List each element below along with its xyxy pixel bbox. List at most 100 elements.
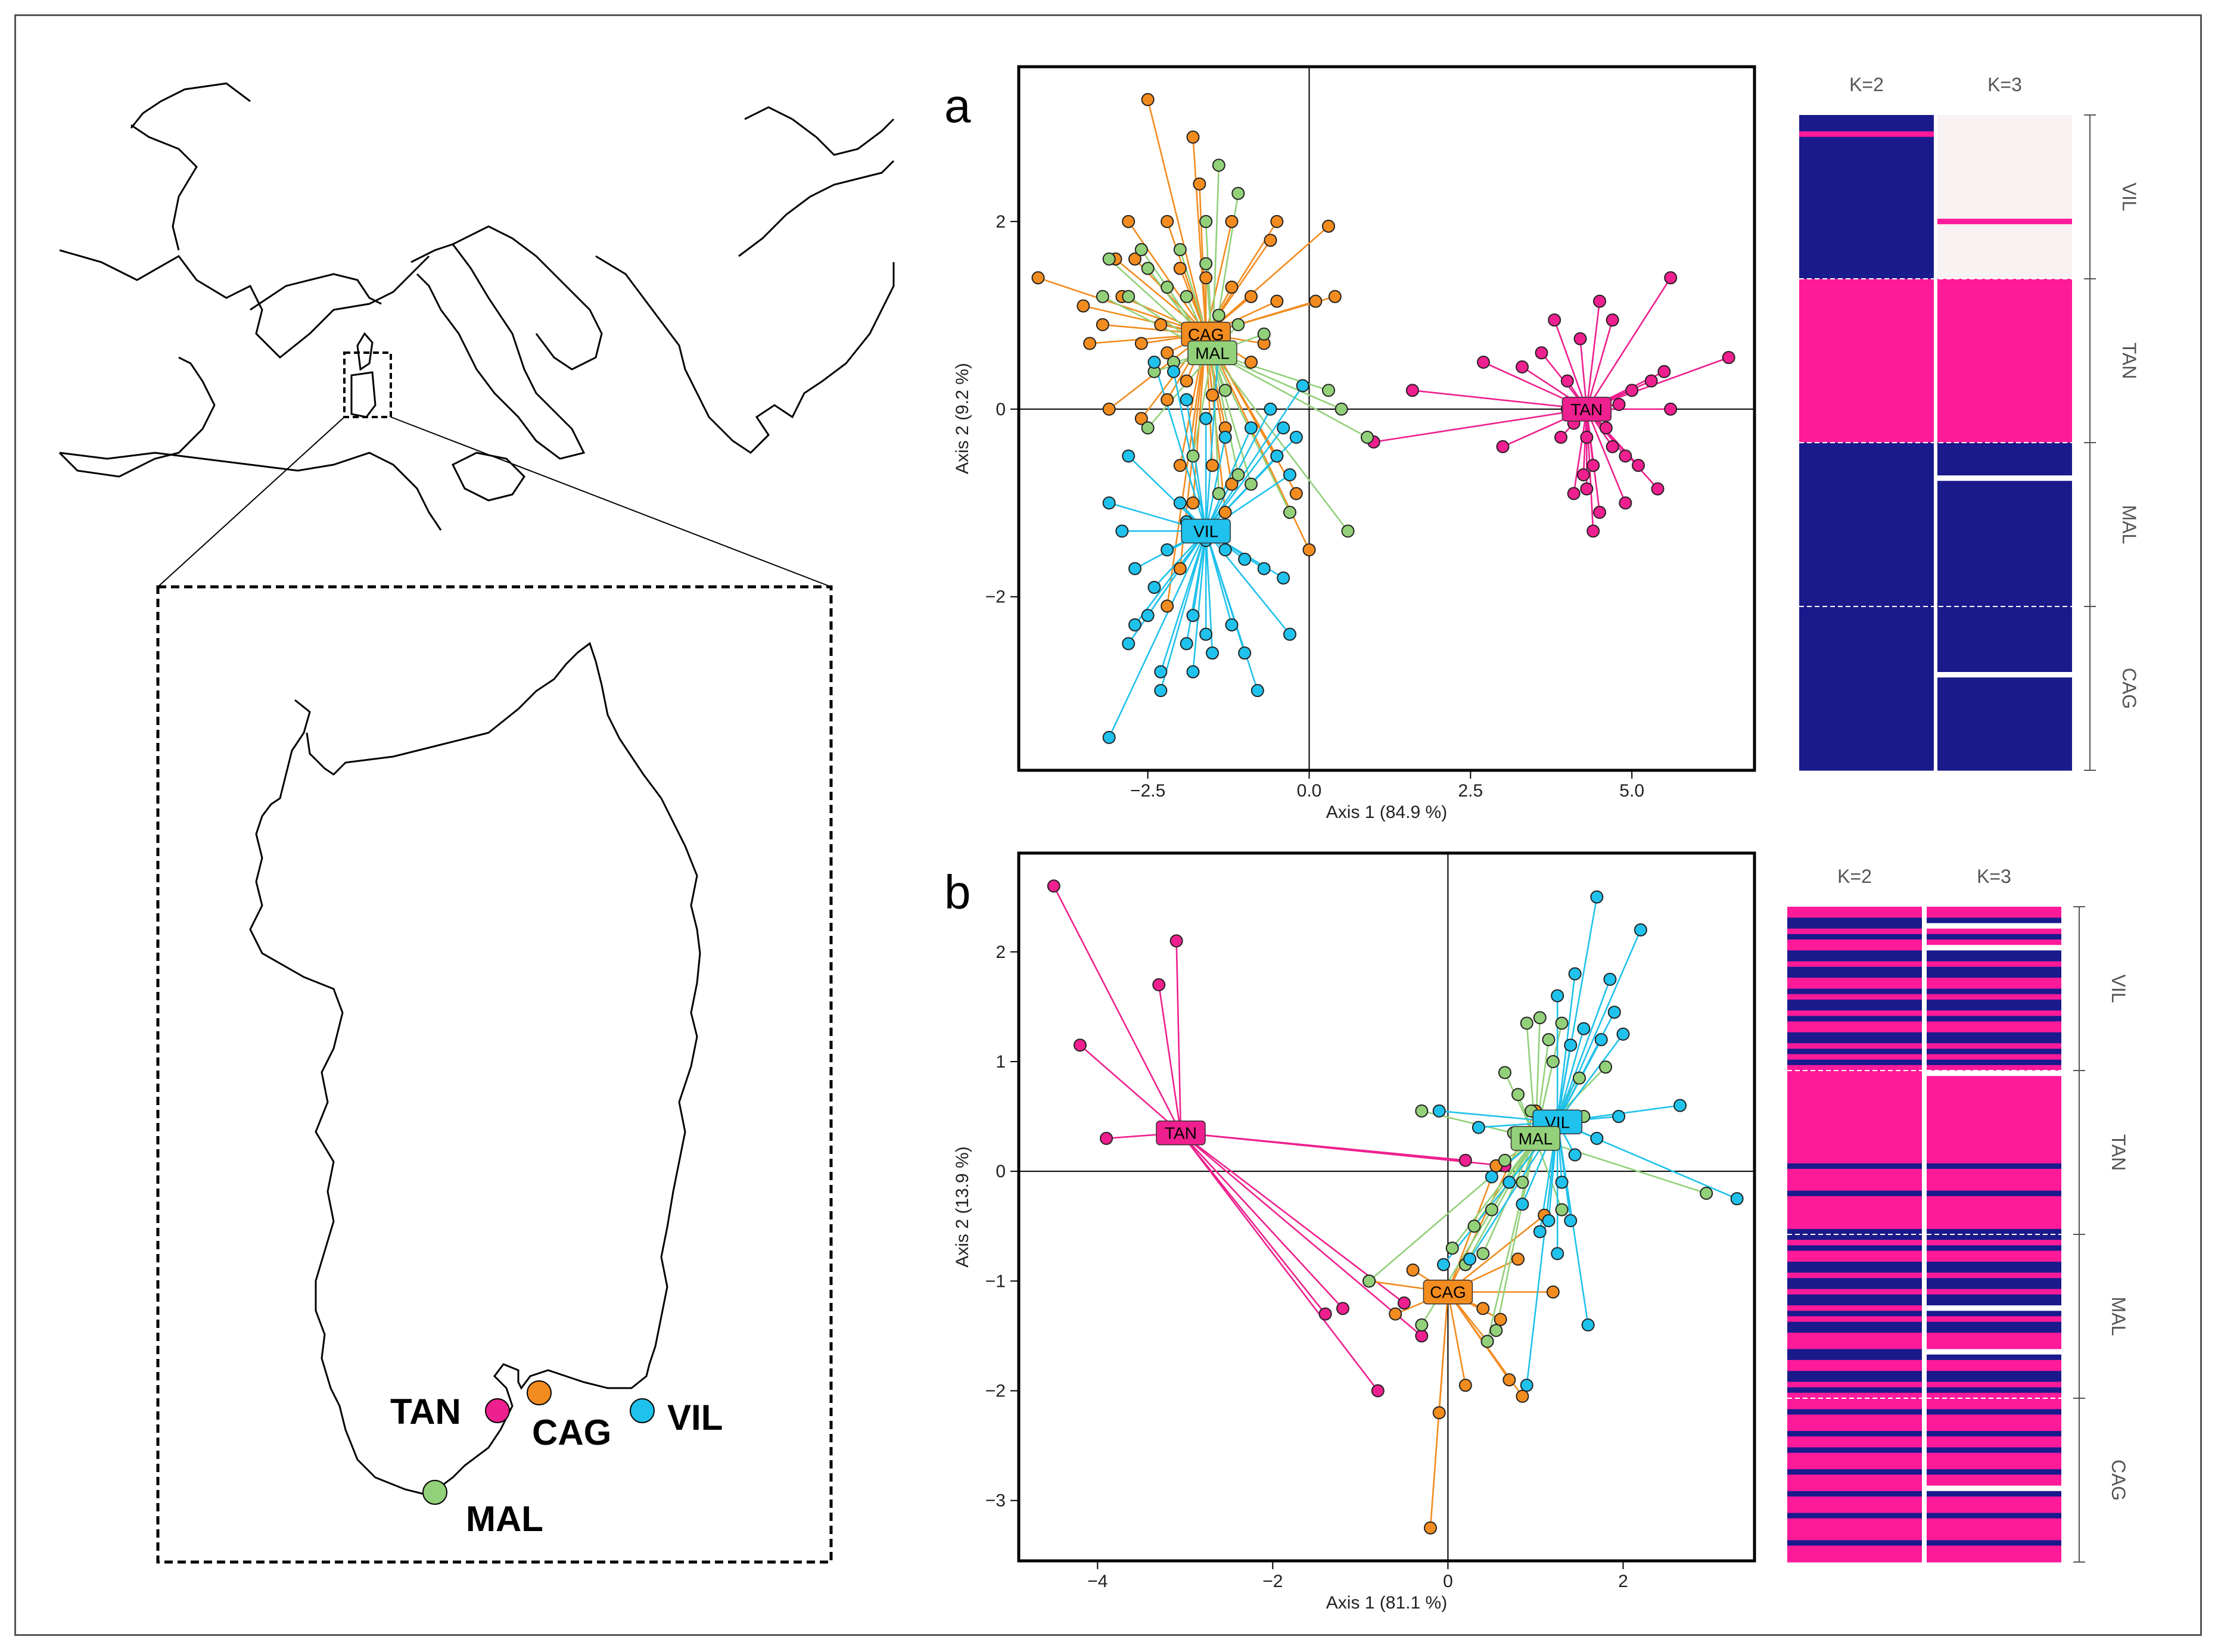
point-vil[interactable] xyxy=(1673,1099,1687,1112)
point-tan[interactable] xyxy=(1599,421,1613,435)
point-mal[interactable] xyxy=(1489,1324,1503,1337)
point-cag[interactable] xyxy=(1154,318,1168,332)
point-mal[interactable] xyxy=(1480,1334,1494,1348)
point-mal[interactable] xyxy=(1186,449,1200,463)
point-cag[interactable] xyxy=(1161,214,1174,228)
point-mal[interactable] xyxy=(1555,1016,1569,1030)
point-vil[interactable] xyxy=(1730,1192,1744,1206)
point-mal[interactable] xyxy=(1173,243,1187,257)
point-cag[interactable] xyxy=(1031,271,1045,285)
point-mal[interactable] xyxy=(1542,1033,1556,1047)
point-vil[interactable] xyxy=(1225,618,1239,631)
point-mal[interactable] xyxy=(1199,214,1213,228)
point-mal[interactable] xyxy=(1218,384,1232,397)
point-cag[interactable] xyxy=(1161,599,1174,613)
point-tan[interactable] xyxy=(1073,1038,1087,1052)
point-vil[interactable] xyxy=(1594,1033,1608,1047)
point-vil[interactable] xyxy=(1167,365,1180,378)
point-tan[interactable] xyxy=(1554,430,1567,444)
point-mal[interactable] xyxy=(1122,290,1136,303)
point-vil[interactable] xyxy=(1173,496,1187,510)
point-cag[interactable] xyxy=(1511,1252,1525,1266)
point-vil[interactable] xyxy=(1206,646,1219,660)
point-mal[interactable] xyxy=(1141,421,1155,435)
point-vil[interactable] xyxy=(1147,356,1161,369)
point-mal[interactable] xyxy=(1485,1203,1498,1217)
point-tan[interactable] xyxy=(1657,365,1671,378)
point-vil[interactable] xyxy=(1115,524,1129,538)
point-cag[interactable] xyxy=(1225,281,1239,294)
point-mal[interactable] xyxy=(1231,318,1245,332)
centroid-box-mal[interactable] xyxy=(1510,1126,1561,1151)
centroid-box-tan[interactable] xyxy=(1561,397,1612,422)
point-mal[interactable] xyxy=(1231,186,1245,200)
point-vil[interactable] xyxy=(1180,637,1193,651)
point-tan[interactable] xyxy=(1458,1153,1472,1167)
point-cag[interactable] xyxy=(1406,1263,1420,1277)
point-vil[interactable] xyxy=(1141,609,1155,623)
point-tan[interactable] xyxy=(1152,978,1166,992)
point-vil[interactable] xyxy=(1568,967,1582,981)
point-vil[interactable] xyxy=(1289,430,1303,444)
point-vil[interactable] xyxy=(1542,1214,1556,1228)
point-cag[interactable] xyxy=(1546,1285,1560,1299)
point-vil[interactable] xyxy=(1102,496,1116,510)
point-vil[interactable] xyxy=(1218,543,1232,556)
point-cag[interactable] xyxy=(1302,543,1316,556)
point-tan[interactable] xyxy=(1548,313,1561,327)
point-vil[interactable] xyxy=(1270,449,1284,463)
point-vil[interactable] xyxy=(1551,989,1564,1003)
site-marker-tan[interactable] xyxy=(485,1398,510,1423)
point-tan[interactable] xyxy=(1651,482,1665,496)
point-tan[interactable] xyxy=(1047,879,1060,893)
point-mal[interactable] xyxy=(1467,1219,1481,1233)
point-tan[interactable] xyxy=(1612,397,1626,411)
point-tan[interactable] xyxy=(1318,1307,1332,1321)
point-vil[interactable] xyxy=(1551,1247,1564,1261)
point-cag[interactable] xyxy=(1270,294,1284,308)
point-vil[interactable] xyxy=(1590,890,1604,904)
point-mal[interactable] xyxy=(1476,1247,1490,1261)
point-tan[interactable] xyxy=(1371,1384,1385,1398)
point-tan[interactable] xyxy=(1619,449,1632,463)
point-tan[interactable] xyxy=(1477,356,1490,369)
point-cag[interactable] xyxy=(1225,214,1239,228)
point-mal[interactable] xyxy=(1245,477,1258,491)
point-mal[interactable] xyxy=(1283,505,1296,519)
point-vil[interactable] xyxy=(1128,618,1141,631)
point-cag[interactable] xyxy=(1270,214,1284,228)
site-marker-vil[interactable] xyxy=(630,1398,655,1423)
point-cag[interactable] xyxy=(1476,1302,1490,1315)
point-cag[interactable] xyxy=(1218,505,1232,519)
point-mal[interactable] xyxy=(1533,1011,1547,1025)
point-vil[interactable] xyxy=(1250,684,1264,698)
point-vil[interactable] xyxy=(1564,1214,1578,1228)
point-tan[interactable] xyxy=(1169,934,1183,948)
point-tan[interactable] xyxy=(1632,459,1645,472)
point-vil[interactable] xyxy=(1533,1225,1547,1239)
point-mal[interactable] xyxy=(1498,1153,1511,1167)
point-cag[interactable] xyxy=(1161,346,1174,360)
point-cag[interactable] xyxy=(1516,1389,1529,1403)
point-mal[interactable] xyxy=(1520,1016,1533,1030)
point-cag[interactable] xyxy=(1322,219,1335,233)
point-mal[interactable] xyxy=(1361,430,1374,444)
point-cag[interactable] xyxy=(1161,393,1174,407)
point-mal[interactable] xyxy=(1322,384,1335,397)
point-vil[interactable] xyxy=(1432,1104,1446,1118)
point-mal[interactable] xyxy=(1212,309,1225,322)
centroid-box-cag[interactable] xyxy=(1423,1279,1473,1305)
centroid-box-mal[interactable] xyxy=(1187,340,1237,366)
point-vil[interactable] xyxy=(1161,543,1174,556)
point-tan[interactable] xyxy=(1606,313,1619,327)
point-tan[interactable] xyxy=(1560,374,1574,388)
point-vil[interactable] xyxy=(1199,627,1213,641)
point-cag[interactable] xyxy=(1128,252,1141,266)
point-mal[interactable] xyxy=(1572,1071,1586,1085)
site-marker-mal[interactable] xyxy=(422,1480,447,1505)
point-mal[interactable] xyxy=(1257,327,1271,341)
point-mal[interactable] xyxy=(1415,1318,1429,1331)
point-cag[interactable] xyxy=(1102,402,1116,416)
point-cag[interactable] xyxy=(1424,1521,1438,1535)
point-cag[interactable] xyxy=(1206,459,1219,472)
